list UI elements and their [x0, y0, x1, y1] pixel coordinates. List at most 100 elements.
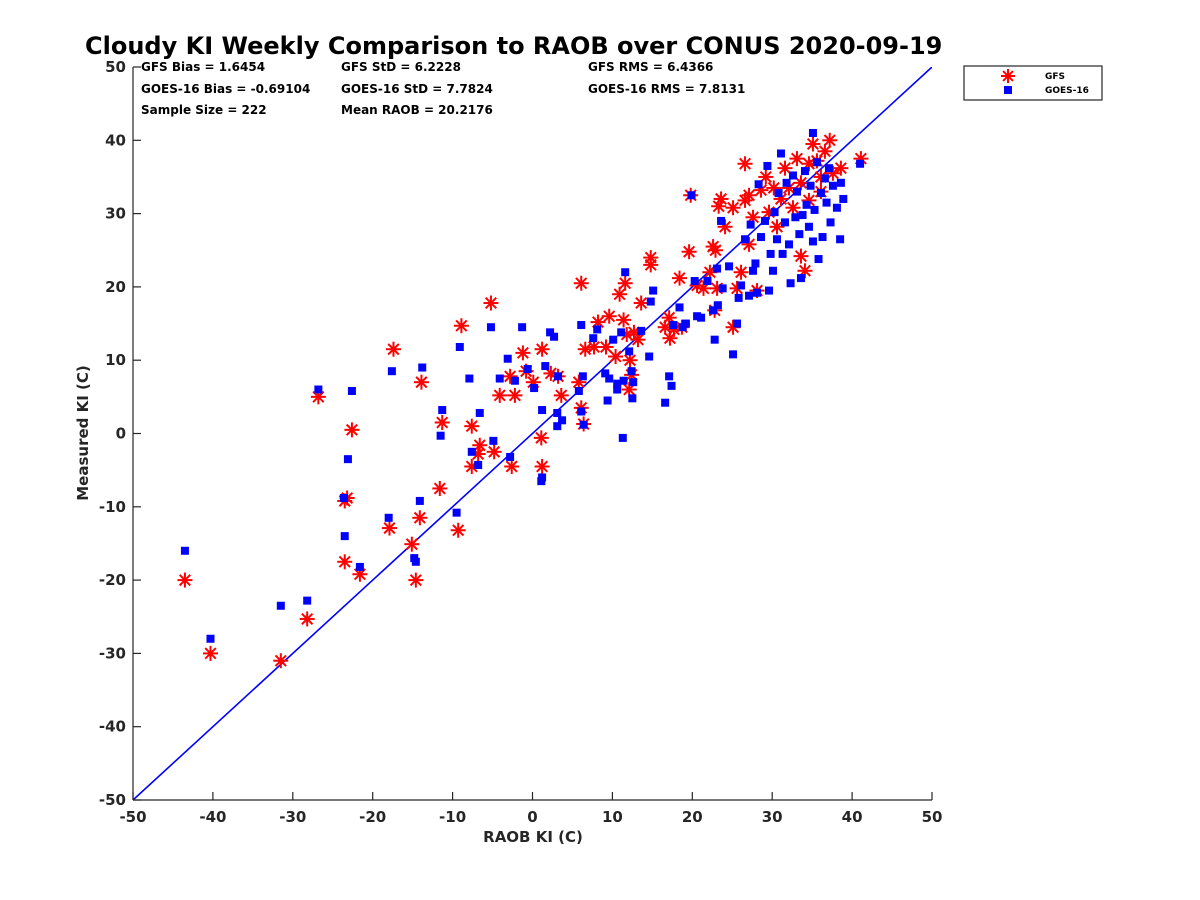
data-point-gfs: [758, 169, 774, 185]
data-point-gfs: [534, 458, 550, 474]
stat-text: GFS Bias = 1.6454: [141, 60, 265, 74]
data-point-goes-16: [495, 374, 504, 383]
data-point-goes-16: [455, 343, 464, 352]
data-point-goes-16: [577, 321, 586, 330]
data-point-goes-16: [784, 240, 793, 249]
data-point-goes-16: [518, 323, 527, 332]
data-point-goes-16: [438, 406, 447, 415]
data-point-gfs: [450, 522, 466, 538]
data-point-goes-16: [601, 369, 610, 378]
data-point-goes-16: [826, 218, 835, 227]
data-point-goes-16: [806, 181, 815, 190]
data-point-goes-16: [749, 266, 758, 275]
data-point-goes-16: [303, 596, 312, 605]
data-point-goes-16: [574, 386, 583, 395]
data-point-goes-16: [768, 266, 777, 275]
y-tick-label: 50: [105, 58, 126, 76]
data-point-goes-16: [786, 279, 795, 288]
data-point-goes-16: [629, 378, 638, 387]
legend-label-gfs: GFS: [1045, 72, 1065, 82]
data-point-gfs: [643, 250, 659, 266]
data-point-goes-16: [627, 367, 636, 376]
data-point-gfs: [507, 387, 523, 403]
data-point-goes-16: [808, 237, 817, 246]
legend-marker-gfs: [1001, 69, 1015, 83]
data-point-goes-16: [796, 274, 805, 283]
stat-text: GFS RMS = 6.4366: [588, 60, 713, 74]
data-point-gfs: [612, 286, 628, 302]
data-point-goes-16: [751, 259, 760, 268]
data-point-goes-16: [340, 532, 349, 541]
data-point-gfs: [177, 572, 193, 588]
data-point-gfs: [413, 374, 429, 390]
data-point-goes-16: [675, 303, 684, 312]
data-point-goes-16: [836, 235, 845, 244]
data-point-goes-16: [415, 496, 424, 505]
stat-text: GFS StD = 6.2228: [341, 60, 461, 74]
x-tick-label: 50: [922, 808, 943, 826]
data-point-goes-16: [788, 171, 797, 180]
data-point-goes-16: [609, 335, 618, 344]
data-point-gfs: [483, 295, 499, 311]
data-point-goes-16: [800, 167, 809, 176]
plot-area: [133, 67, 932, 800]
data-point-goes-16: [637, 326, 646, 335]
data-point-goes-16: [681, 319, 690, 328]
data-point-goes-16: [697, 313, 706, 322]
data-point-goes-16: [452, 508, 461, 517]
x-tick-label: -30: [279, 808, 306, 826]
stat-text: GOES-16 RMS = 7.8131: [588, 82, 745, 96]
data-point-goes-16: [780, 218, 789, 227]
data-point-goes-16: [628, 394, 637, 403]
data-point-goes-16: [810, 205, 819, 214]
data-point-goes-16: [717, 216, 726, 225]
data-point-gfs: [492, 387, 508, 403]
data-point-goes-16: [387, 367, 396, 376]
series-goes-16: [180, 128, 865, 643]
data-point-goes-16: [613, 379, 622, 388]
data-point-gfs: [381, 520, 397, 536]
data-point-goes-16: [690, 277, 699, 286]
data-point-goes-16: [836, 178, 845, 187]
data-point-goes-16: [820, 174, 829, 183]
data-point-goes-16: [729, 350, 738, 359]
data-point-gfs: [672, 270, 688, 286]
data-point-gfs: [434, 415, 450, 431]
data-point-goes-16: [489, 436, 498, 445]
data-point-goes-16: [828, 181, 837, 190]
data-point-gfs: [486, 444, 502, 460]
data-point-gfs: [616, 312, 632, 328]
y-tick-label: -10: [99, 498, 126, 516]
axes: -50 -40 -30 -20 -10 0 10 20 30 40 50 -50 -40 -30 -20 -1…: [99, 58, 943, 826]
data-point-goes-16: [314, 385, 323, 394]
data-point-goes-16: [465, 374, 474, 383]
data-point-goes-16: [486, 323, 495, 332]
data-point-gfs: [534, 341, 550, 357]
data-point-gfs: [299, 611, 315, 627]
data-point-gfs: [344, 422, 360, 438]
data-point-goes-16: [546, 328, 555, 337]
data-point-goes-16: [603, 396, 612, 405]
x-tick-label: -20: [359, 808, 386, 826]
data-point-goes-16: [816, 189, 825, 198]
data-point-goes-16: [523, 364, 532, 373]
data-point-goes-16: [737, 281, 746, 290]
data-point-goes-16: [766, 249, 775, 258]
data-point-gfs: [681, 244, 697, 260]
data-point-goes-16: [621, 268, 630, 277]
x-tick-label: -10: [439, 808, 466, 826]
legend-marker-goes-16: [1004, 86, 1012, 94]
y-tick-label: -30: [99, 644, 126, 662]
data-point-goes-16: [791, 213, 800, 222]
y-tick-label: 30: [105, 205, 126, 223]
data-point-goes-16: [669, 321, 678, 330]
legend-box: [963, 65, 1103, 101]
data-point-goes-16: [578, 372, 587, 381]
data-point-gfs: [785, 200, 801, 216]
data-point-gfs: [833, 160, 849, 176]
data-point-goes-16: [206, 634, 215, 643]
data-point-goes-16: [792, 187, 801, 196]
data-point-goes-16: [467, 447, 476, 456]
y-tick-label: 40: [105, 131, 126, 149]
